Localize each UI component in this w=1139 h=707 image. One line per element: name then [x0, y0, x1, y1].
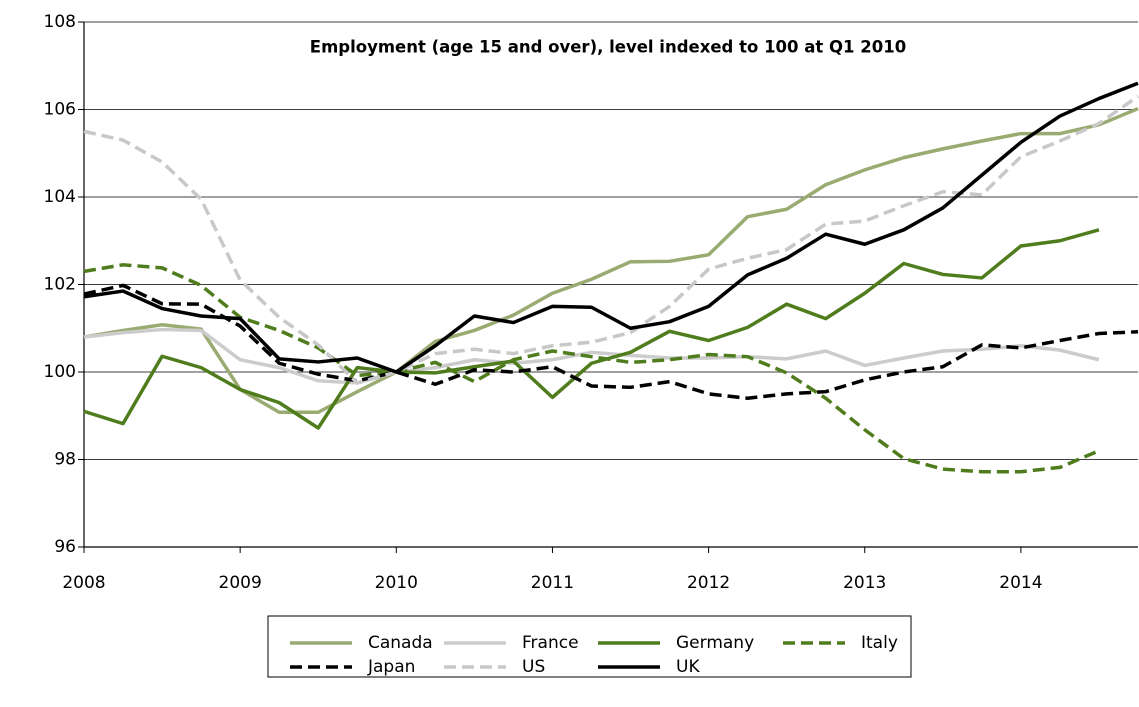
legend-label: UK [676, 657, 700, 677]
y-tick-label: 108 [44, 12, 76, 32]
y-tick-label: 96 [54, 537, 76, 557]
x-tick-label: 2014 [999, 573, 1042, 593]
series-line [83, 107, 1139, 414]
legend-label: France [522, 633, 579, 653]
legend-label: Germany [676, 633, 754, 653]
chart-title: Employment (age 15 and over), level inde… [310, 38, 906, 57]
series-line [83, 263, 1100, 474]
series-line [83, 327, 1100, 385]
y-tick-label: 98 [54, 450, 76, 470]
x-tick-label: 2008 [62, 573, 105, 593]
y-tick-label: 100 [44, 362, 76, 382]
x-tick-label: 2011 [531, 573, 574, 593]
y-tick-label: 102 [44, 275, 76, 295]
x-tick-label: 2010 [375, 573, 418, 593]
series-line [83, 94, 1139, 385]
series-line [83, 228, 1100, 430]
x-tick-label: 2013 [843, 573, 886, 593]
legend-box [267, 615, 912, 678]
legend-label: Canada [368, 633, 433, 653]
series-line [83, 283, 1139, 400]
y-tick-label: 104 [44, 187, 76, 207]
legend-label: US [522, 657, 545, 677]
x-tick-label: 2012 [687, 573, 730, 593]
x-tick-label: 2009 [219, 573, 262, 593]
legend-label: Italy [861, 633, 898, 653]
y-tick-label: 106 [44, 100, 76, 120]
legend-label: Japan [367, 657, 415, 677]
series-line [83, 81, 1139, 374]
